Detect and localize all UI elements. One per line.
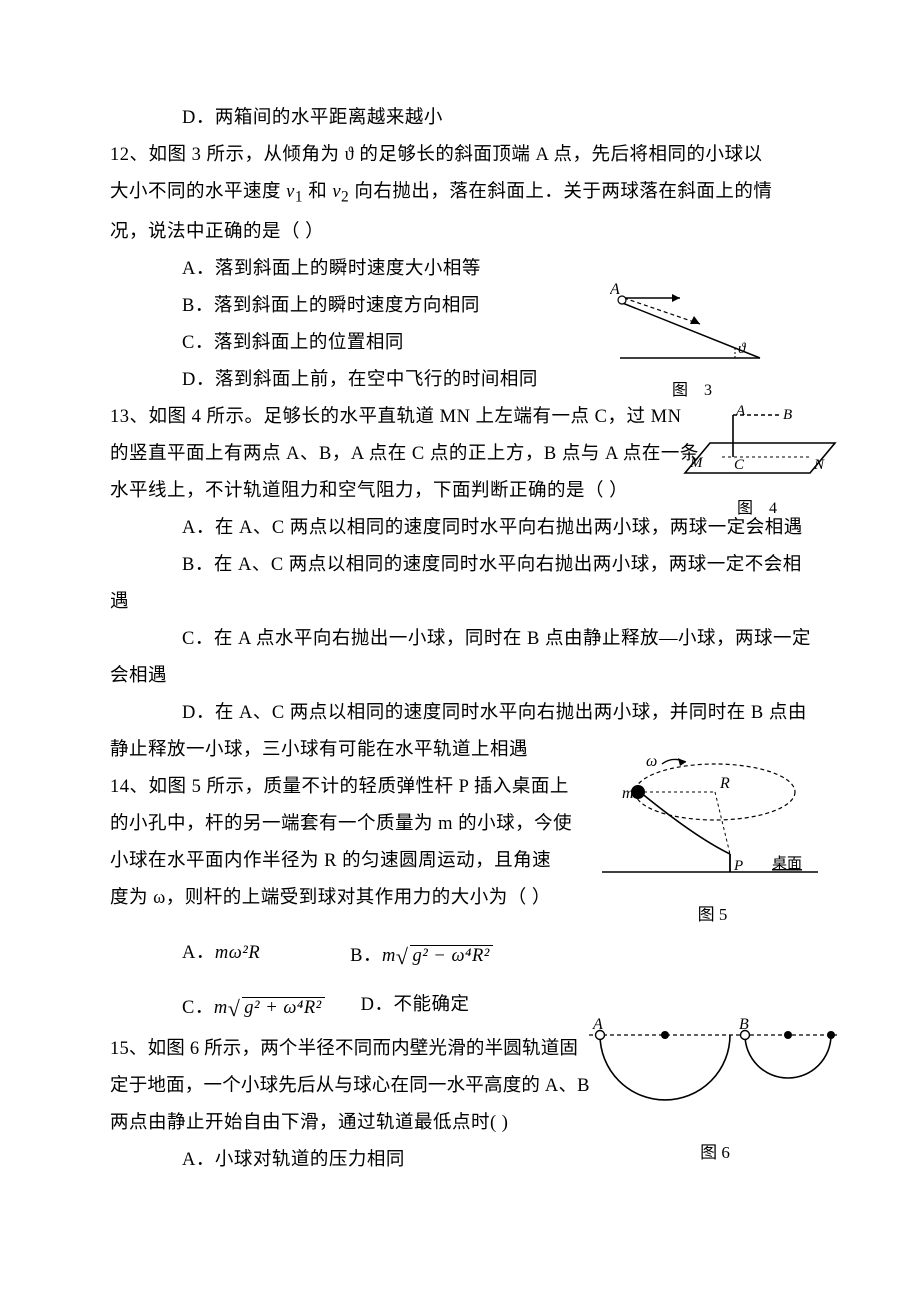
figure-4: A B M C N 图 4 <box>680 405 840 518</box>
q14-a-math: mω²R <box>215 943 260 963</box>
q11-option-d: D．两箱间的水平距离越来越小 <box>110 100 820 137</box>
q13-option-d-line1: D．在 A、C 两点以相同的速度同时水平向右抛出两小球，并同时在 B 点由 <box>110 695 820 732</box>
q12-v2: v <box>332 182 341 202</box>
figure-6: A B 图 6 <box>585 1015 845 1163</box>
figure-5-label-r: R <box>719 775 730 792</box>
q14-c-m: m <box>214 998 228 1018</box>
figure-6-label-b: B <box>739 1016 749 1033</box>
q14-option-a: A．mω²R <box>182 935 260 979</box>
figure-4-label-b: B <box>783 407 792 423</box>
q14-c-rad: g² + ω⁴R² <box>242 997 324 1018</box>
q12-v1: v <box>286 182 295 202</box>
figure-5-label-omega: ω <box>646 753 657 770</box>
q14-options-row1: A．mω²R B．m√g² − ω⁴R² <box>110 935 820 979</box>
q14-b-prefix: B． <box>350 946 382 966</box>
q12-stem-line2-prefix: 大小不同的水平速度 <box>110 182 286 202</box>
figure-6-caption: 图 6 <box>700 1138 730 1163</box>
q12-mid: 和 <box>303 182 332 202</box>
figure-3-label-a: A <box>610 281 620 298</box>
figure-4-label-n: N <box>813 457 825 473</box>
figure-5-label-desk: 桌面 <box>772 855 802 872</box>
figure-4-svg: A B M C N <box>680 405 840 490</box>
figure-3-label-theta: ϑ <box>738 341 747 357</box>
q14-option-b: B．m√g² − ω⁴R² <box>350 935 493 979</box>
page: D．两箱间的水平距离越来越小 12、如图 3 所示，从倾角为 ϑ 的足够长的斜面… <box>0 0 920 1302</box>
q13-option-c-line1: C．在 A 点水平向右抛出一小球，同时在 B 点由静止释放—小球，两球一定 <box>110 621 820 658</box>
q14-a-prefix: A． <box>182 943 215 963</box>
figure-6-svg: A B <box>585 1015 845 1110</box>
figure-5-label-m: m <box>622 785 634 802</box>
figure-3-svg: A ϑ <box>610 280 780 372</box>
q12-v1-sub: 1 <box>295 189 303 206</box>
q14-option-c: C．m√g² + ω⁴R² <box>182 987 325 1031</box>
q13-option-c-line2: 会相遇 <box>110 658 820 695</box>
q12-stem-line3: 况，说法中正确的是（ ） <box>110 214 820 251</box>
q12-stem-line2: 大小不同的水平速度 v1 和 v2 向右抛出，落在斜面上．关于两球落在斜面上的情 <box>110 174 820 214</box>
figure-4-caption: 图 4 <box>737 494 783 518</box>
figure-5-label-p: P <box>733 858 743 874</box>
figure-4-label-m: M <box>689 455 704 471</box>
q14-b-m: m <box>382 946 396 966</box>
figure-4-label-a: A <box>735 405 746 419</box>
q13-option-b-line2: 遇 <box>110 584 820 621</box>
q14-b-rad: g² − ω⁴R² <box>410 945 492 966</box>
q12-stem-line2-suffix: 向右抛出，落在斜面上．关于两球落在斜面上的情 <box>349 182 772 202</box>
figure-6-label-a: A <box>592 1016 603 1033</box>
q12-stem-line1: 12、如图 3 所示，从倾角为 ϑ 的足够长的斜面顶端 A 点，先后将相同的小球… <box>110 137 820 174</box>
figure-5-svg: m R ω P 桌面 <box>600 752 825 892</box>
q13-option-b-line1: B．在 A、C 两点以相同的速度同时水平向右抛出两小球，两球一定不会相 <box>110 547 820 584</box>
figure-4-label-c: C <box>734 457 745 473</box>
figure-5-caption: 图 5 <box>698 900 728 925</box>
q14-c-prefix: C． <box>182 998 214 1018</box>
figure-3-caption: 图 3 <box>672 376 718 400</box>
q14-option-d: D．不能确定 <box>361 987 470 1031</box>
figure-5: m R ω P 桌面 图 5 <box>600 752 825 925</box>
figure-3: A ϑ 图 3 <box>610 280 780 400</box>
